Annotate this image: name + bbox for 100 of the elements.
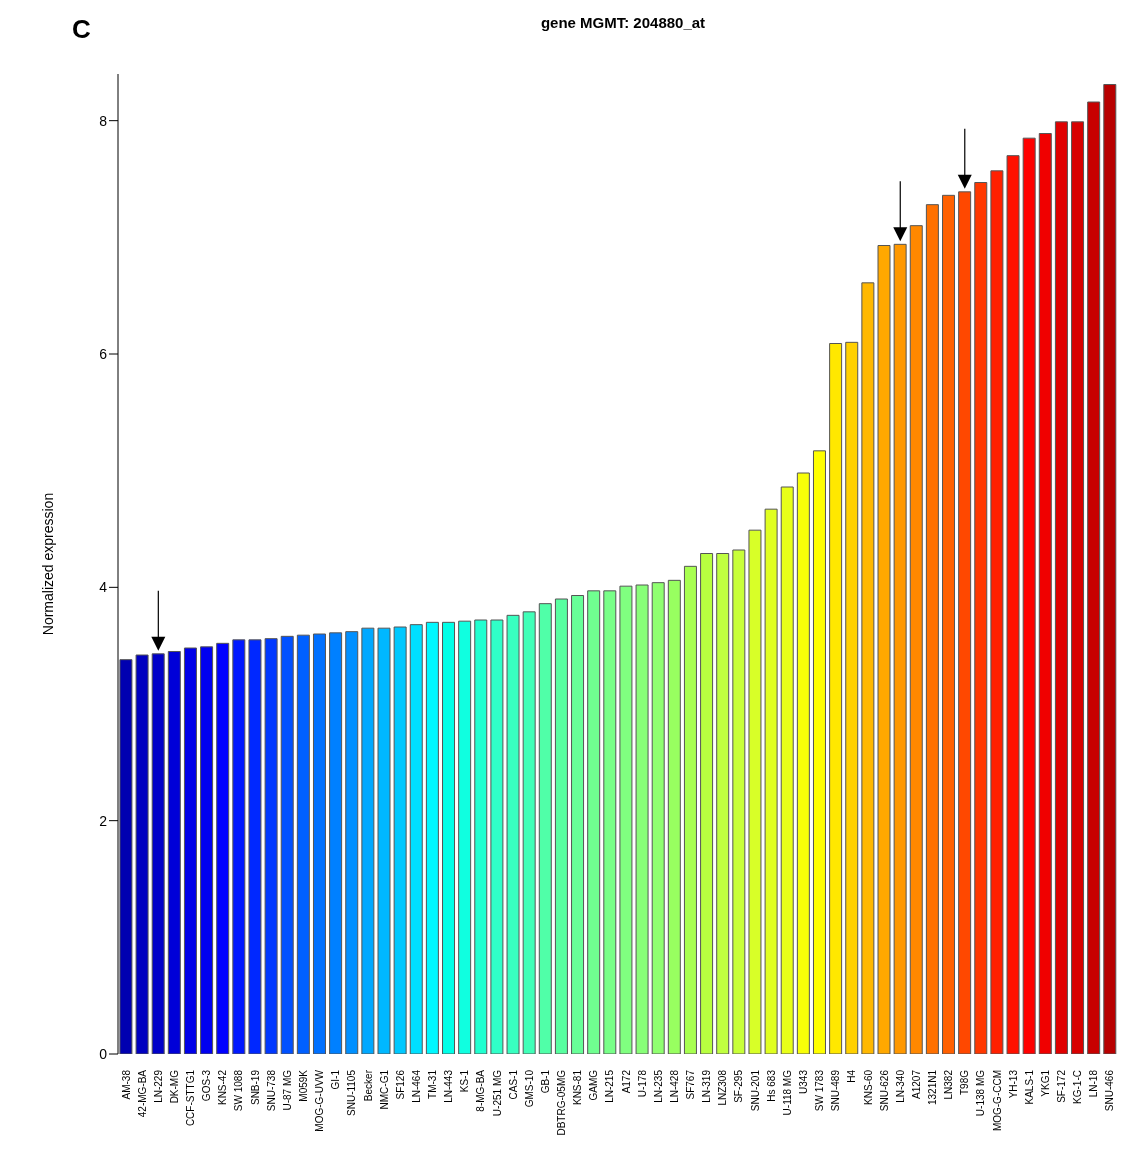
chart-title: gene MGMT: 204880_at	[539, 14, 707, 31]
bar	[1054, 121, 1068, 1054]
bar	[942, 194, 956, 1054]
bar	[200, 646, 214, 1054]
bar	[748, 529, 762, 1054]
bar	[796, 472, 810, 1054]
x-tick-label: A1207	[910, 1069, 922, 1099]
x-tick-label: CAS-1	[507, 1069, 519, 1100]
bar	[732, 549, 746, 1054]
x-tick-label: LN-464	[410, 1069, 422, 1103]
bar	[312, 633, 326, 1054]
x-tick-label: LNZ308	[717, 1069, 729, 1106]
x-tick-label: SF126	[394, 1069, 406, 1100]
bar	[845, 341, 859, 1054]
bar	[812, 450, 826, 1054]
x-tick-label: DK-MG	[168, 1069, 180, 1104]
x-tick-label: Hs 683	[765, 1069, 777, 1102]
x-tick-label: SNU-738	[265, 1069, 277, 1112]
x-tick-label: LN-340	[894, 1069, 906, 1103]
bar	[1038, 133, 1052, 1054]
x-tick-label: GI-1	[330, 1069, 342, 1090]
bar	[974, 182, 988, 1054]
bar	[635, 584, 649, 1054]
x-tick-label: AM-38	[120, 1069, 132, 1100]
x-tick-label: YKG1	[1039, 1069, 1051, 1097]
bar	[296, 634, 310, 1054]
bar	[377, 627, 391, 1054]
bar	[345, 631, 359, 1054]
x-tick-label: SNB-19	[249, 1069, 261, 1106]
x-tick-label: MOG-G-CCM	[991, 1070, 1003, 1132]
x-tick-label: KALS-1	[1023, 1069, 1035, 1105]
bar	[651, 582, 665, 1054]
y-tick-label: 2	[99, 812, 108, 829]
bar	[700, 553, 714, 1054]
bar	[587, 590, 601, 1054]
x-tick-label: U-178	[636, 1069, 648, 1098]
y-tick-label: 0	[99, 1045, 108, 1062]
bar	[554, 598, 568, 1054]
bar	[667, 579, 681, 1054]
y-tick-label: 8	[99, 112, 108, 129]
x-tick-label: SNU-201	[749, 1069, 761, 1112]
x-tick-label: YH-13	[1007, 1069, 1019, 1099]
x-tick-label: LN-443	[443, 1069, 455, 1103]
x-tick-label: NMC-G1	[378, 1069, 390, 1110]
bar	[490, 619, 504, 1054]
bar	[683, 565, 697, 1054]
x-tick-label: 1321N1	[927, 1069, 939, 1106]
bar	[571, 595, 585, 1054]
x-tick-label: KNS-60	[862, 1069, 874, 1106]
x-tick-label: SF-295	[733, 1069, 745, 1103]
bar	[1006, 155, 1020, 1054]
x-tick-label: CCF-STTG1	[185, 1069, 197, 1127]
bar	[280, 635, 294, 1054]
x-tick-label: T98G	[959, 1069, 971, 1096]
bar	[474, 619, 488, 1054]
x-tick-label: SNU-1105	[346, 1069, 358, 1116]
bar	[232, 639, 246, 1054]
x-tick-label: LN-215	[604, 1069, 616, 1103]
bar	[829, 343, 843, 1054]
x-tick-label: GAMG	[588, 1069, 600, 1101]
x-tick-label: SW 1088	[233, 1069, 245, 1112]
bar	[183, 647, 197, 1054]
bar	[1087, 101, 1101, 1054]
bar	[361, 627, 375, 1054]
bar	[329, 632, 343, 1054]
bar	[119, 659, 133, 1054]
x-tick-label: LN-229	[152, 1069, 164, 1103]
x-tick-label: MOG-G-UVW	[314, 1069, 326, 1132]
bar	[764, 508, 778, 1054]
x-tick-label: SF-172	[1056, 1069, 1068, 1103]
bar	[248, 639, 262, 1054]
x-tick-label: U343	[797, 1069, 809, 1094]
bar	[522, 611, 536, 1054]
x-tick-label: U-87 MG	[281, 1069, 293, 1111]
bar	[780, 486, 794, 1054]
x-tick-label: LN-235	[652, 1069, 664, 1103]
x-tick-label: A172	[620, 1069, 632, 1094]
text: C	[72, 14, 91, 45]
y-tick-label: 6	[99, 345, 108, 362]
x-tick-label: Becker	[362, 1069, 374, 1102]
x-tick-label: SF767	[685, 1069, 697, 1100]
x-tick-label: LN-319	[701, 1069, 713, 1103]
bar	[135, 654, 149, 1054]
bar	[925, 204, 939, 1054]
bar	[909, 225, 923, 1054]
x-tick-label: H4	[846, 1069, 858, 1083]
bar	[990, 170, 1004, 1054]
bar	[538, 603, 552, 1054]
bar	[425, 621, 439, 1054]
bar	[458, 620, 472, 1054]
bar	[603, 590, 617, 1054]
x-tick-label: TM-31	[427, 1069, 439, 1099]
bar	[442, 621, 456, 1054]
x-tick-label: KG-1-C	[1072, 1070, 1084, 1104]
x-tick-label: M059K	[297, 1069, 309, 1102]
x-tick-label: KNS-42	[217, 1069, 229, 1106]
x-tick-label: 42-MG-BA	[136, 1069, 148, 1118]
x-tick-label: GB-1	[539, 1069, 551, 1094]
bar	[1071, 121, 1085, 1054]
bar	[264, 638, 278, 1054]
